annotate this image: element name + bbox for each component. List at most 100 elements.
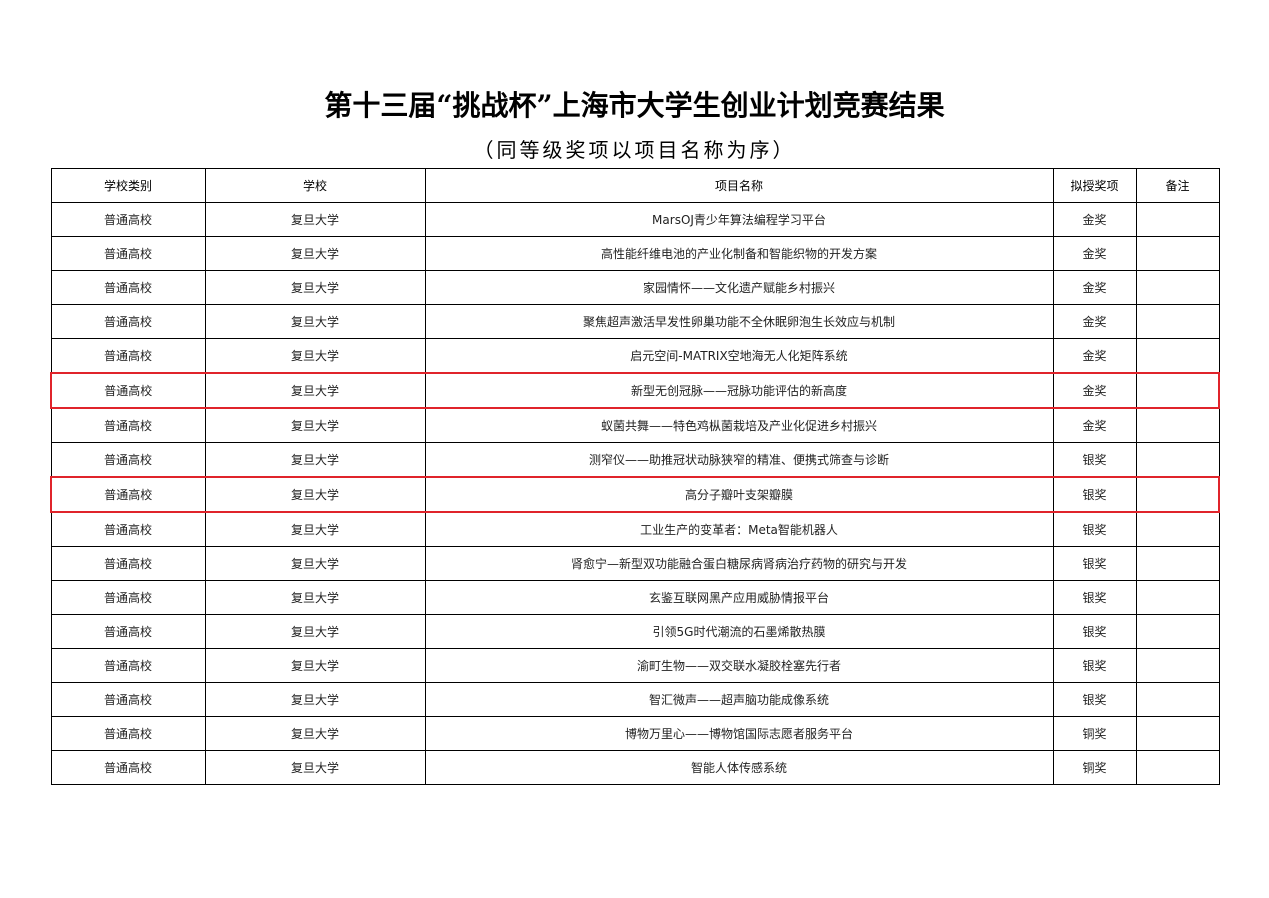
page-title: 第十三届“挑战杯”上海市大学生创业计划竞赛结果 <box>324 89 945 122</box>
cell-school: 复旦大学 <box>204 476 426 513</box>
cell-note <box>1135 407 1220 443</box>
cell-category: 普通高校 <box>50 580 206 615</box>
cell-award: 金奖 <box>1052 236 1137 271</box>
cell-award: 金奖 <box>1052 202 1137 237</box>
cell-project: 启元空间-MATRIX空地海无人化矩阵系统 <box>424 338 1054 374</box>
header-category: 学校类别 <box>50 168 206 203</box>
cell-award: 银奖 <box>1052 682 1137 717</box>
cell-school: 复旦大学 <box>204 614 426 649</box>
cell-award: 银奖 <box>1052 580 1137 615</box>
cell-project: 聚焦超声激活早发性卵巢功能不全休眠卵泡生长效应与机制 <box>424 304 1054 339</box>
results-table: 学校类别 学校 项目名称 拟授奖项 备注 普通高校 复旦大学 MarsOJ青少年算法… <box>50 168 1220 785</box>
table-row: 普通高校 复旦大学 新型无创冠脉——冠脉功能评估的新高度 金奖 <box>50 372 1220 409</box>
cell-project: 玄鉴互联网黑产应用威胁情报平台 <box>424 580 1054 615</box>
cell-project: 引领5G时代潮流的石墨烯散热膜 <box>424 614 1054 649</box>
table-row: 普通高校 复旦大学 高性能纤维电池的产业化制备和智能织物的开发方案 金奖 <box>50 236 1220 271</box>
table-row: 普通高校 复旦大学 聚焦超声激活早发性卵巢功能不全休眠卵泡生长效应与机制 金奖 <box>50 304 1220 339</box>
cell-school: 复旦大学 <box>204 716 426 751</box>
table-row: 普通高校 复旦大学 肾愈宁—新型双功能融合蛋白糖尿病肾病治疗药物的研究与开发 银奖 <box>50 546 1220 581</box>
table-row: 普通高校 复旦大学 工业生产的变革者：Meta智能机器人 银奖 <box>50 511 1220 547</box>
table-header-row: 学校类别 学校 项目名称 拟授奖项 备注 <box>50 168 1220 203</box>
cell-category: 普通高校 <box>50 304 206 339</box>
cell-note <box>1135 442 1220 478</box>
cell-school: 复旦大学 <box>204 442 426 478</box>
cell-note <box>1135 304 1220 339</box>
cell-award: 银奖 <box>1052 648 1137 683</box>
cell-category: 普通高校 <box>50 338 206 374</box>
cell-note <box>1135 476 1220 513</box>
cell-category: 普通高校 <box>50 236 206 271</box>
table-row: 普通高校 复旦大学 玄鉴互联网黑产应用威胁情报平台 银奖 <box>50 580 1220 615</box>
cell-category: 普通高校 <box>50 682 206 717</box>
cell-note <box>1135 648 1220 683</box>
cell-project: MarsOJ青少年算法编程学习平台 <box>424 202 1054 237</box>
cell-project: 测窄仪——助推冠状动脉狭窄的精准、便携式筛查与诊断 <box>424 442 1054 478</box>
cell-award: 银奖 <box>1052 546 1137 581</box>
cell-award: 金奖 <box>1052 338 1137 374</box>
cell-note <box>1135 270 1220 305</box>
cell-school: 复旦大学 <box>204 750 426 785</box>
cell-project: 渝町生物——双交联水凝胶栓塞先行者 <box>424 648 1054 683</box>
table-row: 普通高校 复旦大学 家园情怀——文化遗产赋能乡村振兴 金奖 <box>50 270 1220 305</box>
cell-category: 普通高校 <box>50 546 206 581</box>
table-row: 普通高校 复旦大学 MarsOJ青少年算法编程学习平台 金奖 <box>50 202 1220 237</box>
cell-project: 工业生产的变革者：Meta智能机器人 <box>424 511 1054 547</box>
table-row: 普通高校 复旦大学 渝町生物——双交联水凝胶栓塞先行者 银奖 <box>50 648 1220 683</box>
cell-award: 金奖 <box>1052 407 1137 443</box>
header-note: 备注 <box>1135 168 1220 203</box>
cell-school: 复旦大学 <box>204 407 426 443</box>
cell-category: 普通高校 <box>50 750 206 785</box>
header-project: 项目名称 <box>424 168 1054 203</box>
cell-note <box>1135 338 1220 374</box>
table-row: 普通高校 复旦大学 测窄仪——助推冠状动脉狭窄的精准、便携式筛查与诊断 银奖 <box>50 442 1220 478</box>
table-row: 普通高校 复旦大学 智能人体传感系统 铜奖 <box>50 750 1220 785</box>
cell-project: 博物万里心——博物馆国际志愿者服务平台 <box>424 716 1054 751</box>
cell-note <box>1135 372 1220 409</box>
cell-note <box>1135 511 1220 547</box>
cell-project: 高性能纤维电池的产业化制备和智能织物的开发方案 <box>424 236 1054 271</box>
cell-school: 复旦大学 <box>204 511 426 547</box>
cell-category: 普通高校 <box>50 511 206 547</box>
cell-category: 普通高校 <box>50 648 206 683</box>
cell-award: 金奖 <box>1052 372 1137 409</box>
cell-project: 高分子瓣叶支架瓣膜 <box>424 476 1054 513</box>
cell-note <box>1135 546 1220 581</box>
cell-school: 复旦大学 <box>204 338 426 374</box>
cell-note <box>1135 236 1220 271</box>
cell-category: 普通高校 <box>50 270 206 305</box>
cell-award: 金奖 <box>1052 304 1137 339</box>
header-award: 拟授奖项 <box>1052 168 1137 203</box>
cell-category: 普通高校 <box>50 372 206 409</box>
cell-project: 蚁菌共舞——特色鸡枞菌栽培及产业化促进乡村振兴 <box>424 407 1054 443</box>
table-row: 普通高校 复旦大学 引领5G时代潮流的石墨烯散热膜 银奖 <box>50 614 1220 649</box>
cell-award: 银奖 <box>1052 476 1137 513</box>
table-row: 普通高校 复旦大学 智汇微声——超声脑功能成像系统 银奖 <box>50 682 1220 717</box>
cell-school: 复旦大学 <box>204 682 426 717</box>
table-row: 普通高校 复旦大学 高分子瓣叶支架瓣膜 银奖 <box>50 476 1220 513</box>
cell-category: 普通高校 <box>50 202 206 237</box>
cell-school: 复旦大学 <box>204 546 426 581</box>
cell-note <box>1135 614 1220 649</box>
cell-note <box>1135 682 1220 717</box>
cell-project: 肾愈宁—新型双功能融合蛋白糖尿病肾病治疗药物的研究与开发 <box>424 546 1054 581</box>
cell-project: 家园情怀——文化遗产赋能乡村振兴 <box>424 270 1054 305</box>
cell-note <box>1135 580 1220 615</box>
cell-project: 智能人体传感系统 <box>424 750 1054 785</box>
table-row: 普通高校 复旦大学 启元空间-MATRIX空地海无人化矩阵系统 金奖 <box>50 338 1220 374</box>
cell-category: 普通高校 <box>50 407 206 443</box>
cell-category: 普通高校 <box>50 442 206 478</box>
cell-note <box>1135 202 1220 237</box>
cell-school: 复旦大学 <box>204 304 426 339</box>
cell-school: 复旦大学 <box>204 270 426 305</box>
cell-category: 普通高校 <box>50 614 206 649</box>
cell-award: 银奖 <box>1052 511 1137 547</box>
cell-school: 复旦大学 <box>204 580 426 615</box>
cell-category: 普通高校 <box>50 476 206 513</box>
cell-award: 银奖 <box>1052 614 1137 649</box>
table-row: 普通高校 复旦大学 蚁菌共舞——特色鸡枞菌栽培及产业化促进乡村振兴 金奖 <box>50 407 1220 443</box>
cell-note <box>1135 716 1220 751</box>
page-subtitle: （同等级奖项以项目名称为序） <box>473 138 796 162</box>
cell-school: 复旦大学 <box>204 202 426 237</box>
header-school: 学校 <box>204 168 426 203</box>
cell-project: 智汇微声——超声脑功能成像系统 <box>424 682 1054 717</box>
